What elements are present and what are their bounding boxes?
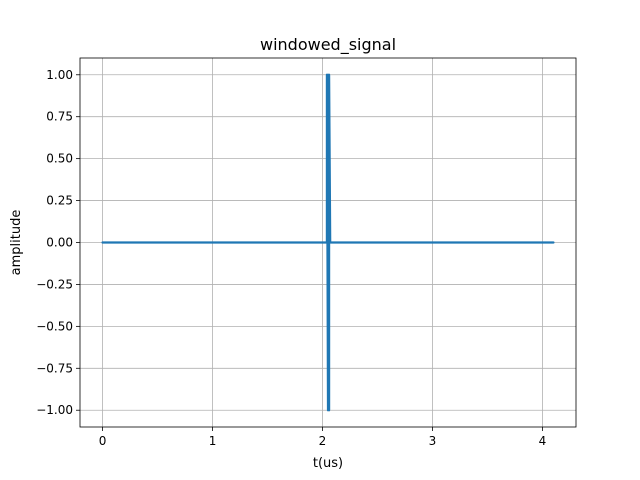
- x-tick-label: 1: [209, 434, 217, 448]
- x-tick-label: 0: [99, 434, 107, 448]
- y-tick-label: 0.50: [46, 152, 73, 166]
- ticks: 0 1 2 3 4 −1.00 −0.75 −0.50 −0.25 0.00 0.25 0.50 0.7…: [36, 68, 546, 448]
- y-tick-label: 0.75: [46, 110, 73, 124]
- y-tick-label: 1.00: [46, 68, 73, 82]
- y-axis-label: amplitude: [9, 210, 24, 276]
- y-tick-label: 0.25: [46, 194, 73, 208]
- chart-title: windowed_signal: [260, 35, 396, 55]
- series-layer: [101, 73, 555, 412]
- x-tick-label: 2: [319, 434, 327, 448]
- x-axis-label: t(us): [313, 456, 343, 471]
- y-tick-label: −0.75: [36, 361, 73, 375]
- x-tick-label: 4: [539, 434, 547, 448]
- y-tick-label: −1.00: [36, 403, 73, 417]
- y-tick-label: −0.25: [36, 277, 73, 291]
- signal-line: [101, 73, 555, 412]
- x-tick-label: 3: [429, 434, 437, 448]
- y-tick-label: −0.50: [36, 319, 73, 333]
- y-tick-label: 0.00: [46, 236, 73, 250]
